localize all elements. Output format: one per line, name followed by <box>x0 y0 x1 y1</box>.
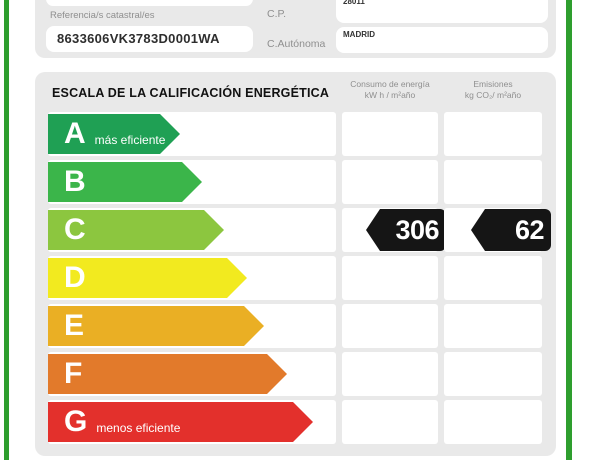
rating-row-g: G menos eficiente <box>35 400 556 444</box>
emissions-cell <box>444 160 542 204</box>
consumption-column-header: Consumo de energía kW h / m²año <box>350 79 430 100</box>
energy-scale-title: ESCALA DE LA CALIFICACIÓN ENERGÉTICA <box>52 86 330 100</box>
emissions-column-header: Emisiones kg CO₂/ m²año <box>464 79 522 100</box>
left-green-border <box>4 0 9 460</box>
tag-left-point <box>366 209 380 251</box>
consumption-cell <box>342 400 438 444</box>
cadastral-reference-value: 8633606VK3783D0001WA <box>57 31 220 46</box>
rating-band: C <box>48 208 336 252</box>
rating-arrow-c: C <box>48 210 224 250</box>
consumption-value-tag: 306 <box>366 209 446 251</box>
rating-row-e: E <box>35 304 556 348</box>
rating-rows: A más eficiente B <box>35 112 556 448</box>
rating-arrow-e: E <box>48 306 264 346</box>
postal-code-field: 28011 <box>336 0 548 23</box>
rating-row-a: A más eficiente <box>35 112 556 156</box>
rating-arrow-b: B <box>48 162 202 202</box>
consumption-cell <box>342 160 438 204</box>
consumption-cell <box>342 112 438 156</box>
autonomous-community-label: C.Autónoma <box>267 38 326 50</box>
cadastral-form-section: Referencia/s catastral/es 8633606VK3783D… <box>35 0 556 58</box>
emissions-cell <box>444 304 542 348</box>
cadastral-reference-label: Referencia/s catastral/es <box>50 10 155 21</box>
energy-scale-section: ESCALA DE LA CALIFICACIÓN ENERGÉTICA Con… <box>35 72 556 456</box>
consumption-cell <box>342 304 438 348</box>
tag-left-point <box>471 209 485 251</box>
most-efficient-note: más eficiente <box>94 133 166 147</box>
rating-arrow-d: D <box>48 258 247 298</box>
rating-band: G menos eficiente <box>48 400 336 444</box>
rating-row-f: F <box>35 352 556 396</box>
rating-band: A más eficiente <box>48 112 336 156</box>
rating-arrow-f: F <box>48 354 287 394</box>
postal-code-value: 28011 <box>343 0 365 6</box>
rating-arrow-a: A más eficiente <box>48 114 180 154</box>
input-box-partial <box>46 0 253 6</box>
rating-band: F <box>48 352 336 396</box>
emissions-value-tag: 62 <box>471 209 551 251</box>
emissions-cell <box>444 400 542 444</box>
emissions-cell <box>444 352 542 396</box>
rating-row-d: D <box>35 256 556 300</box>
emissions-cell: 62 <box>444 208 551 252</box>
autonomous-community-field: MADRID <box>336 27 548 53</box>
rating-row-c: C 306 62 <box>35 208 556 252</box>
rating-band: B <box>48 160 336 204</box>
right-green-border <box>566 0 572 460</box>
consumption-cell <box>342 352 438 396</box>
postal-code-label: C.P. <box>267 8 287 20</box>
emissions-cell <box>444 256 542 300</box>
rating-arrow-g: G menos eficiente <box>48 402 313 442</box>
consumption-cell <box>342 256 438 300</box>
least-efficient-note: menos eficiente <box>96 421 181 435</box>
cadastral-reference-field: 8633606VK3783D0001WA <box>46 26 253 52</box>
emissions-cell <box>444 112 542 156</box>
rating-row-b: B <box>35 160 556 204</box>
consumption-cell: 306 <box>342 208 446 252</box>
emissions-value: 62 <box>514 214 545 245</box>
autonomous-community-value: MADRID <box>343 30 375 39</box>
consumption-value: 306 <box>395 214 439 245</box>
rating-band: E <box>48 304 336 348</box>
rating-band: D <box>48 256 336 300</box>
